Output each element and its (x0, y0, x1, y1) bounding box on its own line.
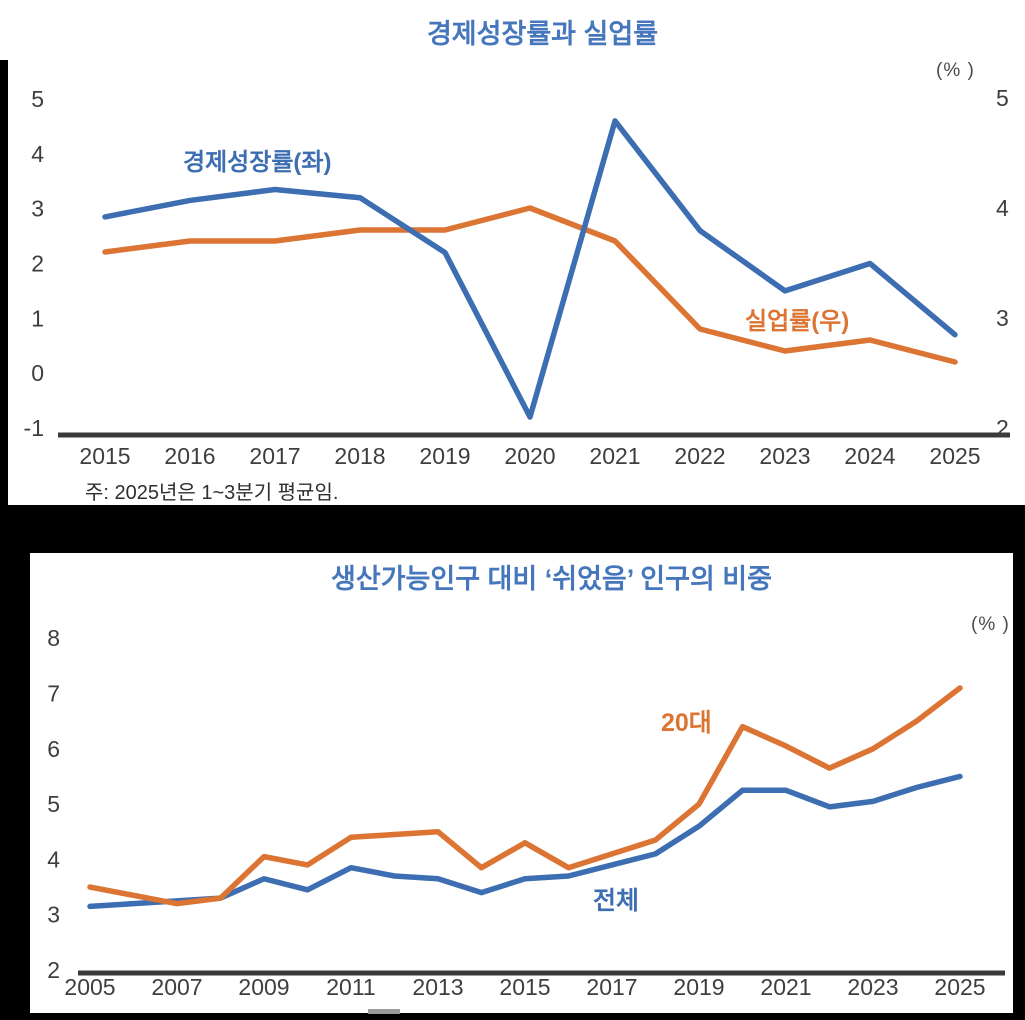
top-x-axis-tick: 2017 (249, 443, 300, 469)
top-right-axis-ticks: 5 4 3 2 (996, 85, 1009, 441)
top-x-axis-tick: 2020 (504, 443, 555, 469)
top-x-axis-tick: 2025 (929, 443, 980, 469)
top-x-axis-tick: 2023 (759, 443, 810, 469)
bottom-x-axis-tick: 2005 (64, 974, 115, 1000)
top-left-axis-tick: 4 (31, 141, 44, 167)
top-left-axis-tick: 1 (31, 305, 44, 331)
bottom-left-axis-tick: 8 (47, 625, 60, 651)
top-left-axis-tick: -1 (24, 415, 44, 441)
top-x-axis-ticks: 2015 2016 2017 2018 2019 2020 2021 2022 2023 2024… (79, 443, 980, 469)
top-x-axis-tick: 2016 (164, 443, 215, 469)
bottom-x-axis-tick: 2021 (760, 974, 811, 1000)
top-x-axis-tick: 2024 (844, 443, 895, 469)
top-right-axis-tick: 3 (996, 305, 1009, 331)
top-x-axis-tick: 2022 (674, 443, 725, 469)
unemployment-series-label: 실업률(우) (745, 308, 850, 335)
top-chart-title: 경제성장률과 실업률 (426, 19, 659, 49)
gdp-growth-series-label: 경제성장률(좌) (183, 149, 332, 176)
bottom-x-axis-tick: 2011 (326, 974, 375, 1000)
bottom-left-axis-tick: 4 (47, 846, 60, 872)
bottom-x-axis-tick: 2015 (499, 974, 550, 1000)
total-series-label: 전체 (593, 887, 640, 915)
bottom-left-axis-tick: 6 (47, 736, 60, 762)
total-population-line (87, 773, 963, 910)
bottom-x-axis-tick: 2013 (412, 974, 463, 1000)
gdp-growth-line (102, 118, 958, 420)
top-x-axis-tick: 2015 (79, 443, 130, 469)
top-right-axis-tick: 5 (996, 85, 1009, 111)
top-left-axis-ticks: 5 4 3 2 1 0 -1 (24, 86, 45, 441)
bottom-left-axis-tick: 7 (47, 681, 60, 707)
top-left-axis-tick: 2 (31, 251, 44, 277)
bottom-left-axis-tick: 2 (47, 957, 60, 983)
bottom-x-axis-tick: 2009 (238, 974, 289, 1000)
bottom-x-axis-tick: 2023 (847, 974, 898, 1000)
top-left-axis-tick: 5 (31, 86, 44, 112)
twenties-line (87, 685, 963, 907)
left-edge-strip (0, 60, 8, 505)
bottom-x-axis-tick: 2017 (586, 974, 637, 1000)
top-chart-note: 주: 2025년은 1~3분기 평균임. (85, 482, 339, 504)
top-x-axis-tick: 2018 (334, 443, 385, 469)
bottom-unit-label: (% ) (971, 614, 1010, 635)
cropped-note-fragment (368, 1009, 400, 1014)
twenties-series-label: 20대 (661, 709, 712, 737)
bottom-chart-title: 생산가능인구 대비 ‘쉬었음’ 인구의 비중 (331, 564, 772, 594)
rested-population-chart: 8 7 6 5 4 3 2 2005 2007 2009 2011 2013 2015 2017 2019… (47, 625, 1005, 1000)
top-unit-label: (% ) (936, 60, 975, 81)
top-x-axis-tick: 2019 (419, 443, 470, 469)
bottom-x-axis-ticks: 2005 2007 2009 2011 2013 2015 2017 2019 2021 2023… (64, 974, 985, 1000)
top-left-axis-tick: 0 (31, 360, 44, 386)
rested-population-panel: 생산가능인구 대비 ‘쉬었음’ 인구의 비중 (% ) 8 7 6 5 4 3 2 2005… (30, 553, 1013, 1014)
bottom-x-axis-tick: 2007 (151, 974, 202, 1000)
bottom-x-axis-tick: 2019 (673, 974, 724, 1000)
unemployment-line (102, 205, 958, 365)
bottom-left-axis-ticks: 8 7 6 5 4 3 2 (47, 625, 60, 983)
top-right-axis-tick: 4 (996, 195, 1009, 221)
top-left-axis-tick: 3 (31, 196, 44, 222)
bottom-left-axis-tick: 5 (47, 791, 60, 817)
top-x-axis-tick: 2021 (589, 443, 640, 469)
bottom-left-axis-tick: 3 (47, 902, 60, 928)
bottom-x-axis-tick: 2025 (934, 974, 985, 1000)
top-right-axis-tick: 2 (996, 415, 1009, 441)
